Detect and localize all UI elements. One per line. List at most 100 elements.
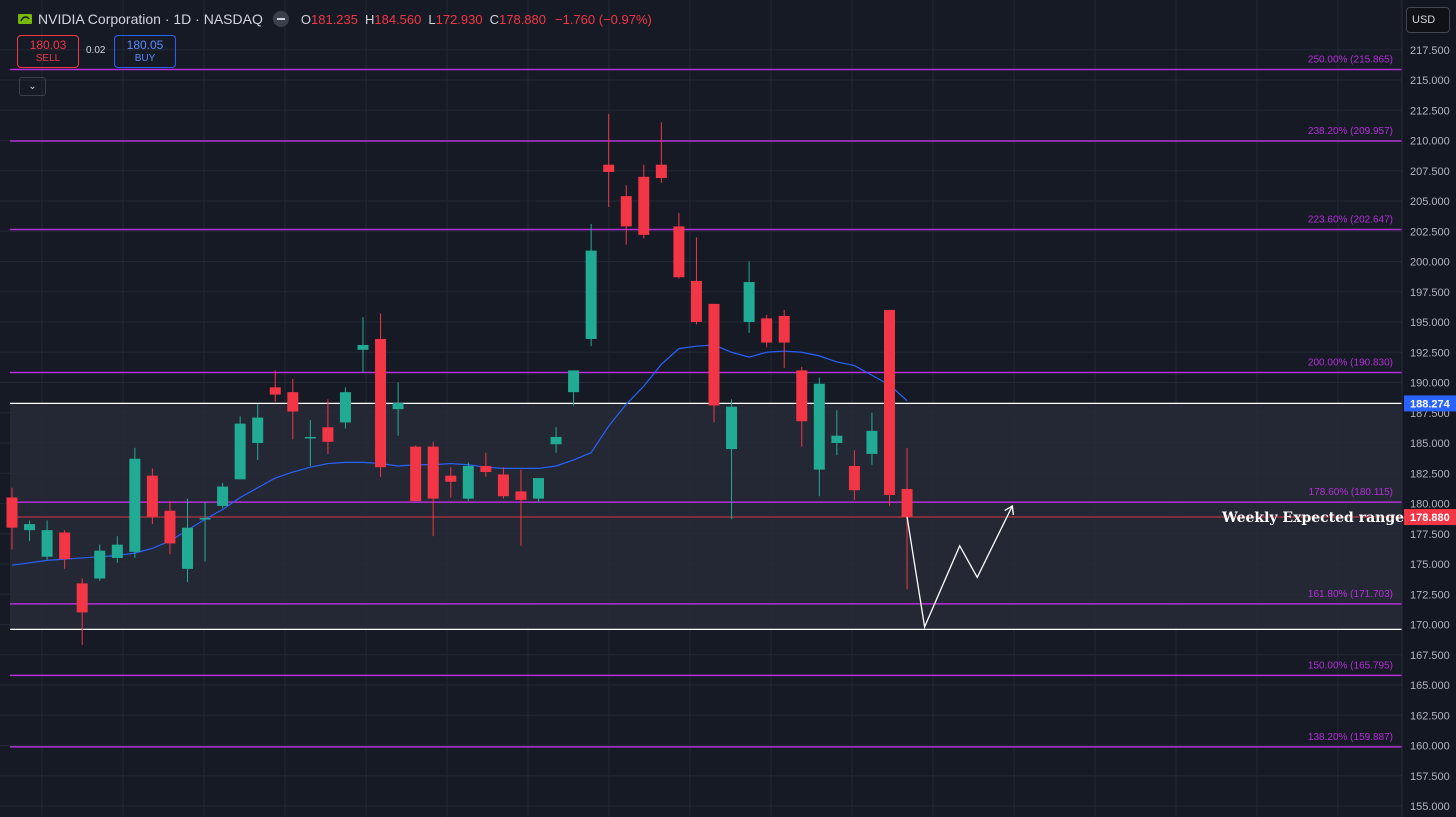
candle-down[interactable] [690, 280, 702, 322]
candle-down[interactable] [480, 465, 492, 473]
candle-down[interactable] [59, 532, 71, 560]
nvidia-logo-icon [18, 14, 32, 24]
candle-up[interactable] [252, 417, 264, 443]
candle-down[interactable] [638, 176, 650, 235]
symbol-header: NVIDIA Corporation · 1D · NASDAQ O 181.23… [18, 9, 652, 29]
candle-up[interactable] [585, 250, 597, 339]
open-label: O [300, 11, 311, 27]
candle-up[interactable] [339, 392, 351, 423]
candle-down[interactable] [778, 315, 790, 343]
last-price-tag-text: 178.880 [1410, 512, 1450, 524]
price-axis-tick-label: 157.500 [1410, 771, 1450, 783]
price-axis-tick-label: 212.500 [1410, 105, 1450, 117]
candle-up[interactable] [392, 403, 404, 410]
candle-up[interactable] [550, 436, 562, 445]
candle-down[interactable] [76, 583, 88, 613]
candle-down[interactable] [603, 164, 615, 172]
fib-level-label: 138.20% (159.887) [1308, 732, 1393, 743]
candle-up[interactable] [866, 430, 878, 454]
price-axis-tick-label: 162.500 [1410, 710, 1450, 722]
currency-selector[interactable]: USD [1406, 7, 1450, 33]
candle-up[interactable] [533, 478, 544, 499]
candle-down[interactable] [673, 226, 685, 278]
spread-value: 0.02 [86, 45, 106, 56]
candle-down[interactable] [269, 387, 281, 395]
minimize-legend-icon[interactable] [272, 11, 289, 27]
sell-price: 180.03 [29, 38, 67, 52]
change-value: −1.760 (−0.97%) [555, 11, 652, 27]
last-price-tag [1404, 509, 1456, 526]
price-axis-tick-label: 167.500 [1410, 650, 1450, 662]
fib-level-label: 178.60% (180.115) [1309, 487, 1393, 498]
candle-up[interactable] [743, 282, 755, 322]
fib-level-label: 200.00% (190.830) [1308, 357, 1393, 368]
price-axis-tick-label: 215.000 [1410, 75, 1450, 87]
projection-arrowhead [1004, 504, 1014, 515]
candle-up[interactable] [129, 458, 141, 552]
candle-up[interactable] [217, 486, 229, 506]
price-axis-tick-label: 202.500 [1410, 226, 1450, 238]
weekly-expected-range-label: Weekly Expected range [1222, 510, 1405, 526]
buy-price: 180.05 [126, 38, 164, 52]
buy-button[interactable]: 180.05 BUY [114, 35, 176, 68]
candle-down[interactable] [410, 446, 422, 502]
price-axis-tick-label: 177.500 [1410, 529, 1450, 541]
candle-down[interactable] [322, 427, 334, 442]
price-axis-tick-label: 170.000 [1410, 620, 1450, 632]
price-axis-tick-label: 195.000 [1410, 317, 1450, 329]
candle-up[interactable] [357, 344, 369, 350]
candle-up[interactable] [462, 465, 474, 499]
candle-up[interactable] [234, 423, 246, 480]
price-axis-tick-label: 217.500 [1410, 45, 1450, 57]
sell-button[interactable]: 180.03 SELL [17, 35, 79, 68]
candle-up[interactable] [199, 518, 211, 520]
candle-down[interactable] [287, 392, 299, 412]
candle-down[interactable] [445, 475, 457, 482]
chevron-down-icon: ⌄ [28, 81, 37, 92]
price-axis-tick-label: 185.000 [1410, 438, 1450, 450]
fib-level-label: 250.00% (215.865) [1308, 55, 1393, 66]
candle-down[interactable] [497, 474, 509, 497]
candle-down[interactable] [6, 497, 18, 528]
moving-average-line [11, 344, 908, 566]
candle-up[interactable] [568, 370, 580, 393]
candle-up[interactable] [24, 524, 36, 531]
open-value: 181.235 [310, 11, 358, 27]
projection-path[interactable] [906, 505, 1013, 630]
candle-down[interactable] [146, 475, 158, 517]
buy-label: BUY [134, 53, 156, 64]
price-axis-tick-label: 192.500 [1410, 347, 1450, 359]
candle-down[interactable] [515, 491, 527, 500]
candle-up[interactable] [94, 550, 106, 579]
candle-down[interactable] [796, 370, 808, 422]
expected-range-box [10, 403, 1402, 630]
candle-down[interactable] [708, 303, 720, 406]
candle-down[interactable] [655, 164, 667, 179]
candle-up[interactable] [182, 527, 193, 569]
low-label: L [428, 11, 436, 27]
candle-down[interactable] [427, 446, 439, 499]
fib-level-label: 238.20% (209.957) [1308, 126, 1393, 137]
collapse-button[interactable]: ⌄ [19, 77, 46, 96]
candle-up[interactable] [813, 383, 825, 470]
candle-down[interactable] [884, 309, 895, 496]
candle-up[interactable] [831, 435, 843, 443]
candle-up[interactable] [304, 436, 316, 439]
candle-down[interactable] [761, 318, 773, 343]
range-high-price-tag [1404, 395, 1456, 412]
fib-level-label: 161.80% (171.703) [1308, 589, 1393, 600]
candle-down[interactable] [375, 338, 387, 468]
price-axis-tick-label: 200.000 [1410, 257, 1450, 269]
candle-up[interactable] [726, 406, 738, 450]
candle-up[interactable] [111, 544, 123, 558]
candle-down[interactable] [901, 488, 913, 517]
symbol-title[interactable]: NVIDIA Corporation · 1D · NASDAQ [38, 11, 263, 27]
close-value: 178.880 [499, 11, 546, 27]
candle-down[interactable] [620, 196, 632, 227]
candle-up[interactable] [41, 530, 53, 557]
candle-down[interactable] [848, 465, 860, 491]
fib-level-label: 150.00% (165.795) [1308, 660, 1393, 671]
candle-down[interactable] [164, 510, 176, 544]
price-axis-tick-label: 155.000 [1410, 801, 1450, 813]
